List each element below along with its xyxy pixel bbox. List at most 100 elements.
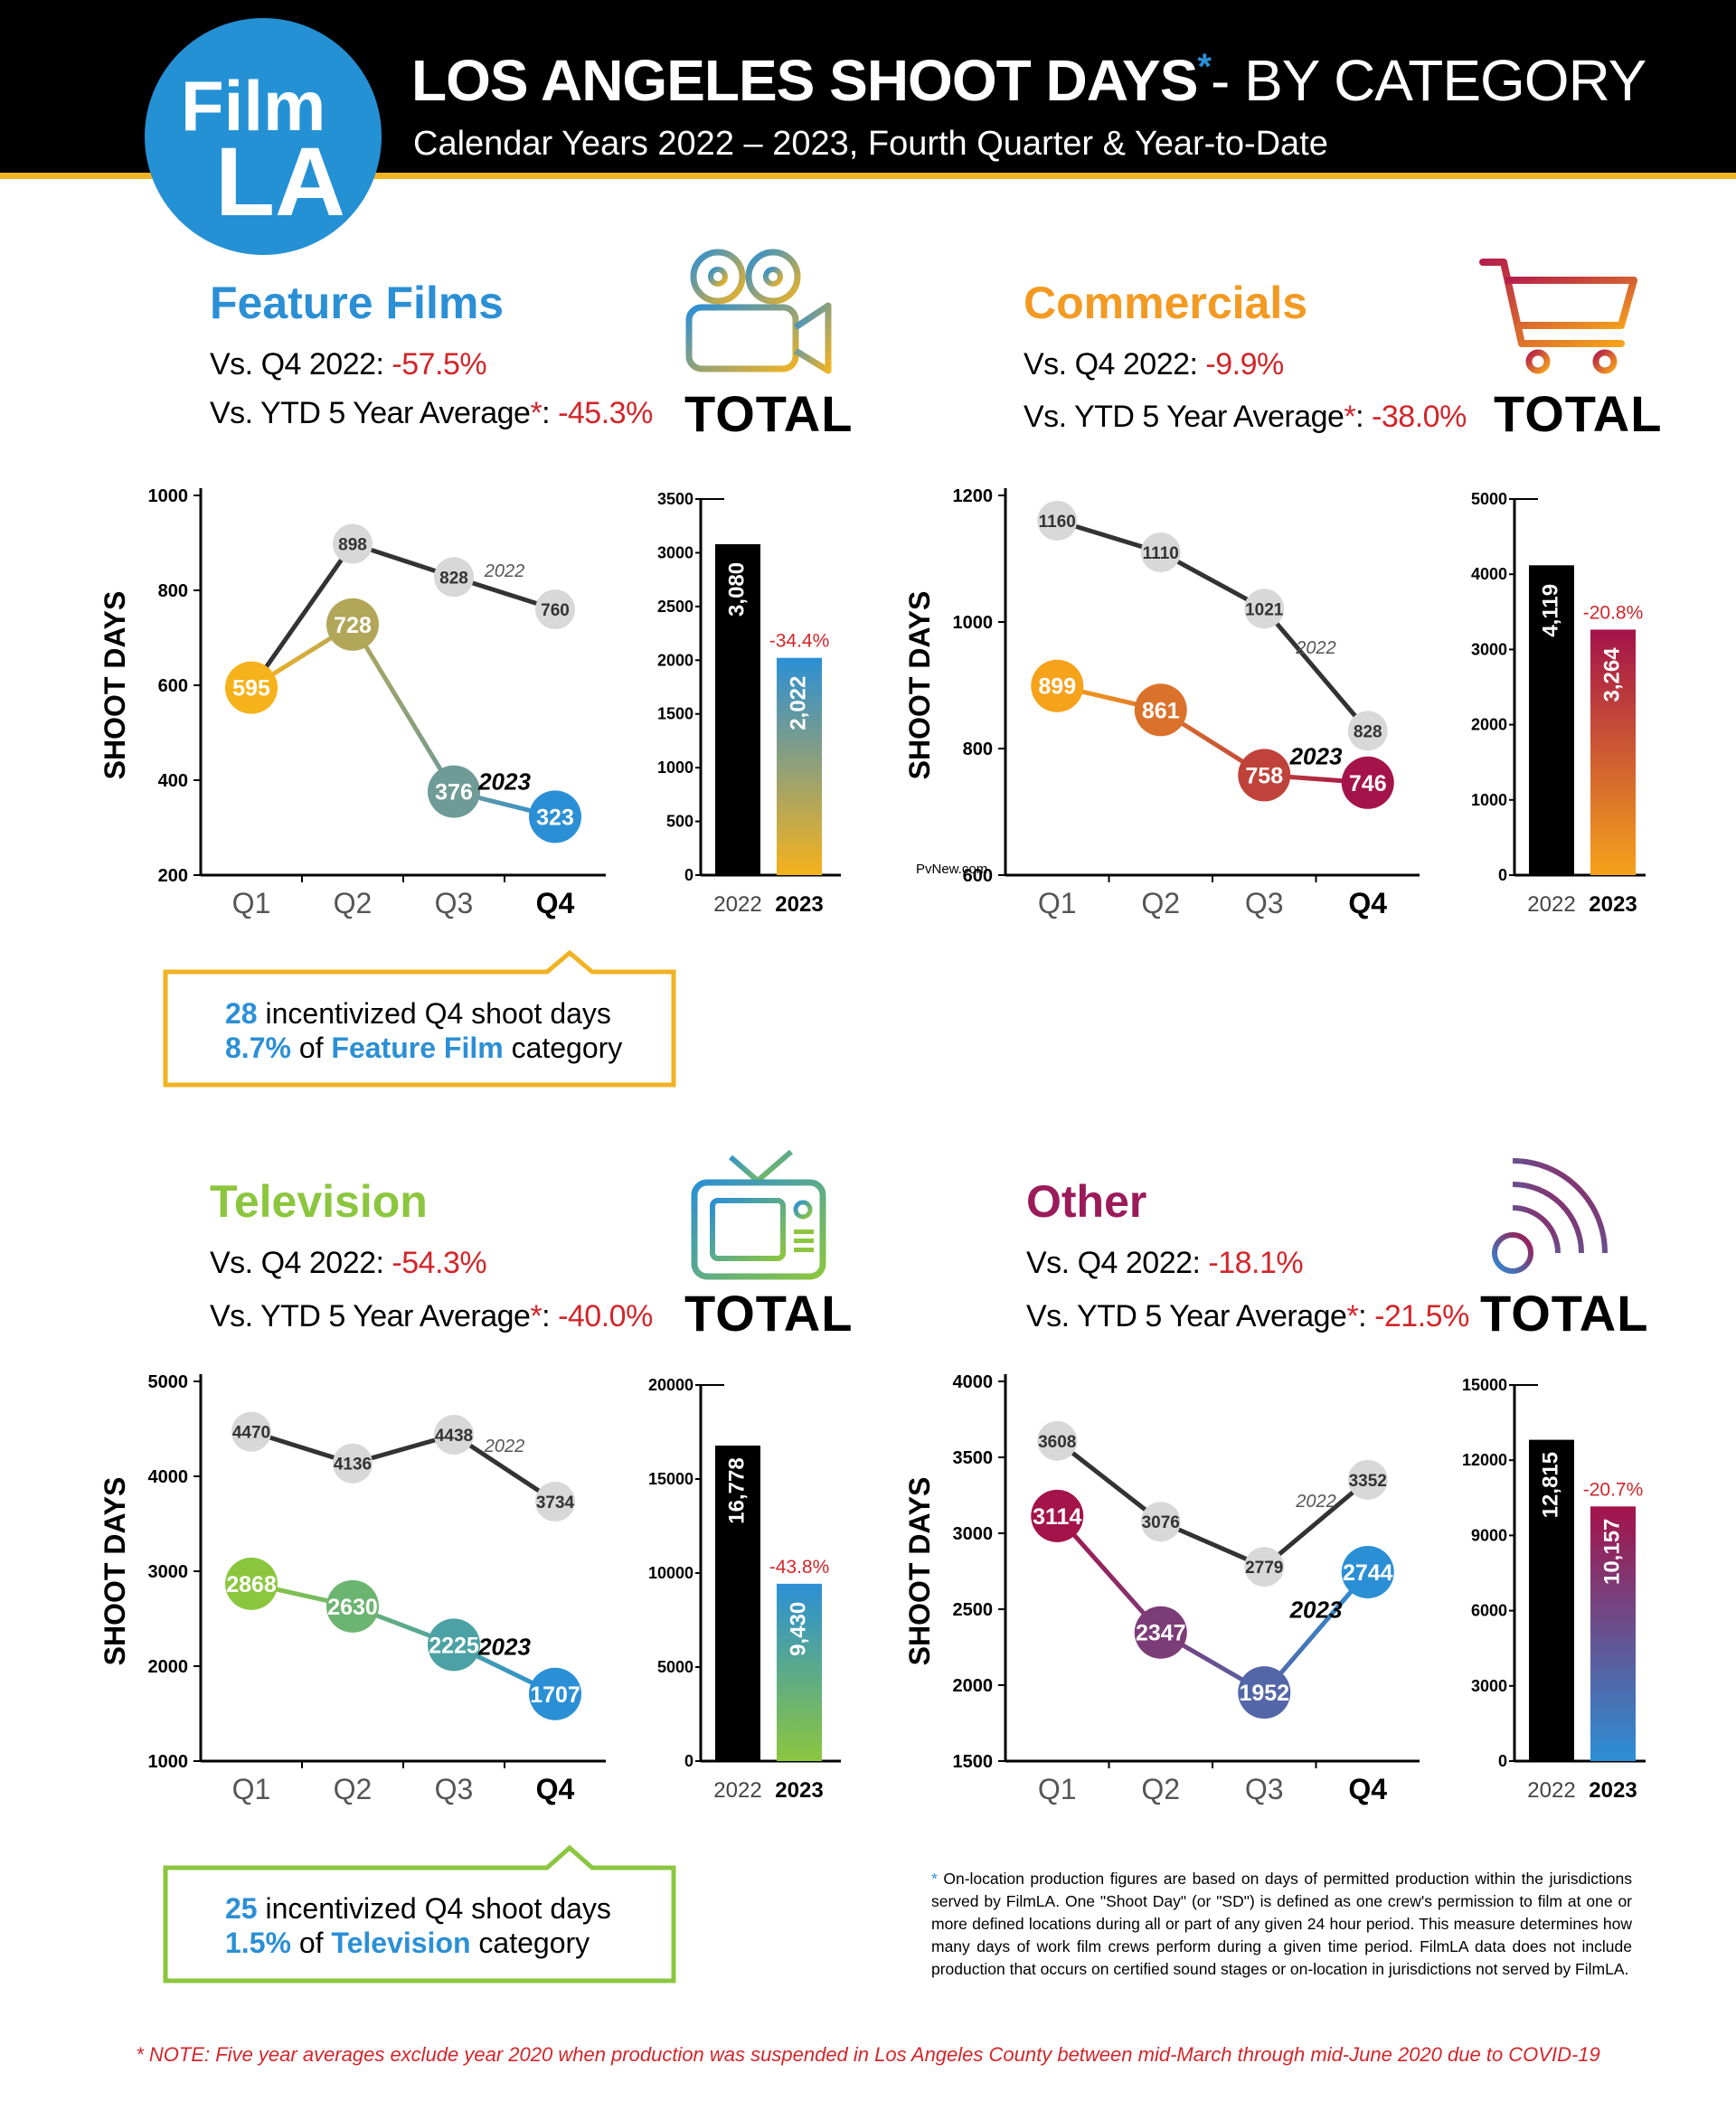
commercials-stat-ytd: Vs. YTD 5 Year Average*: -38.0% — [1024, 400, 1467, 435]
series-2023-line — [1056, 683, 1368, 786]
y-tick-label: 20000 — [648, 1376, 693, 1394]
feature-title: Feature Films — [210, 278, 505, 328]
y-tick-label: 1000 — [148, 1752, 189, 1772]
stat-label: Vs. YTD 5 Year Average — [210, 1299, 531, 1333]
logo-line2: LA — [215, 127, 345, 236]
title-suffix: - BY CATEGORY — [1210, 48, 1646, 113]
point-2022-label: 2779 — [1245, 1559, 1283, 1578]
feature-bar-chart: 0 500 1000 1500 2000 2500 3000 3500 3,080 2022 2,0… — [657, 490, 841, 917]
point-2022-label: 3076 — [1142, 1513, 1180, 1532]
point-2022-label: 1021 — [1245, 600, 1284, 619]
series-2022-line — [1055, 1438, 1370, 1570]
feature-total-label: TOTAL — [684, 385, 854, 442]
point-2022 — [1037, 1420, 1078, 1461]
point-2022-label: 898 — [338, 536, 367, 555]
y-tick-label: 12000 — [1462, 1451, 1507, 1469]
point-2022-label: 3608 — [1038, 1433, 1076, 1452]
y-tick-label: 1500 — [657, 705, 693, 723]
callout-text: 28 incentivized Q4 shoot days 8.7% of Fe… — [225, 996, 622, 1065]
y-tick-label: 3000 — [1471, 640, 1507, 658]
change-label: -20.8% — [1583, 602, 1644, 623]
bar-2022 — [715, 543, 760, 875]
y-axis-label: SHOOT DAYS — [99, 1477, 131, 1666]
y-tick-label: 0 — [684, 1752, 693, 1770]
stat-colon: : — [1355, 400, 1373, 434]
point-2023 — [529, 790, 581, 843]
point-2022 — [1244, 589, 1285, 629]
point-2023 — [1238, 1666, 1291, 1720]
x-category-label: Q4 — [536, 1773, 575, 1805]
callout-cat: Feature Film — [331, 1032, 504, 1064]
y-tick-label: 4000 — [148, 1467, 189, 1487]
commercials-title: Commercials — [1024, 278, 1308, 328]
bar-2023 — [777, 657, 822, 875]
bar-value-label: 4,119 — [1538, 584, 1562, 637]
series-name-2022: 2022 — [1295, 638, 1336, 658]
y-tick-label: 2500 — [953, 1600, 994, 1620]
shopping-cart-icon — [1479, 259, 1637, 374]
point-2023-label: 728 — [334, 613, 372, 638]
commercials-total-label: TOTAL — [1494, 385, 1663, 442]
bar-2022 — [1529, 565, 1574, 875]
point-2022 — [333, 523, 373, 564]
stat-asterisk: * — [1346, 1299, 1359, 1333]
point-2023 — [428, 765, 480, 818]
point-2022 — [1347, 711, 1388, 751]
stat-colon: : — [1358, 1299, 1375, 1333]
feature-stat-ytd: Vs. YTD 5 Year Average*: -45.3% — [210, 396, 653, 431]
stat-value: -21.5% — [1374, 1299, 1469, 1333]
point-2022 — [1140, 532, 1181, 572]
y-tick-label: 1200 — [953, 486, 994, 506]
y-tick-label: 1000 — [953, 613, 994, 633]
stat-colon: : — [542, 1299, 559, 1333]
point-2023-label: 2744 — [1343, 1560, 1393, 1586]
point-2023-label: 2630 — [327, 1595, 378, 1620]
point-2022-label: 4136 — [334, 1456, 372, 1475]
y-tick-label: 3000 — [1471, 1677, 1507, 1695]
television-callout-frame — [163, 1844, 676, 1983]
point-2023-label: 746 — [1349, 771, 1387, 796]
point-2023-label: 2225 — [429, 1633, 479, 1658]
x-category-label: Q3 — [435, 887, 474, 919]
stat-value: -57.5% — [392, 347, 487, 382]
series-2022-line — [250, 1429, 557, 1504]
point-2022 — [434, 557, 474, 598]
x-category-label: Q4 — [536, 887, 575, 919]
bar-2023 — [1590, 629, 1636, 875]
y-tick-label: 5000 — [657, 1658, 693, 1676]
series-name-2023: 2023 — [1289, 1597, 1343, 1624]
y-tick-label: 15000 — [1462, 1376, 1507, 1394]
stat-label: Vs. YTD 5 Year Average — [1026, 1299, 1347, 1333]
point-2023-label: 2347 — [1136, 1621, 1186, 1646]
page-title: LOS ANGELES SHOOT DAYS*- BY CATEGORY — [411, 47, 1646, 114]
point-2023 — [225, 661, 278, 714]
callout-line1: incentivized Q4 shoot days — [257, 997, 611, 1030]
callout-num: 25 — [225, 1892, 258, 1925]
stat-value: -45.3% — [558, 396, 653, 430]
point-2022 — [535, 1481, 575, 1522]
bar-category-label: 2023 — [775, 1778, 823, 1803]
y-tick-label: 9000 — [1471, 1526, 1507, 1544]
y-tick-label: 0 — [684, 866, 693, 884]
x-category-label: Q4 — [1348, 887, 1387, 919]
stat-label: Vs. YTD 5 Year Average — [210, 396, 531, 430]
bar-category-label: 2022 — [713, 892, 761, 917]
point-2023 — [1134, 683, 1187, 737]
point-2022 — [434, 1415, 474, 1456]
x-category-label: Q2 — [334, 1773, 373, 1805]
callout-of: of — [290, 1032, 332, 1064]
footnote: * On-location production figures are bas… — [931, 1868, 1632, 1981]
point-2023-label: 3114 — [1033, 1504, 1081, 1530]
bar-category-label: 2022 — [1527, 892, 1575, 917]
x-category-label: Q1 — [232, 887, 271, 919]
point-2023-label: 861 — [1142, 698, 1180, 723]
other-stat-q4: Vs. Q4 2022: -18.1% — [1026, 1246, 1304, 1281]
point-2023-label: 899 — [1038, 674, 1076, 700]
y-tick-label: 800 — [963, 740, 993, 759]
point-2023 — [326, 598, 379, 651]
series-2023-line — [250, 621, 556, 819]
y-tick-label: 2000 — [657, 651, 693, 669]
x-category-label: Q1 — [232, 1773, 271, 1805]
y-tick-label: 1500 — [953, 1752, 994, 1772]
